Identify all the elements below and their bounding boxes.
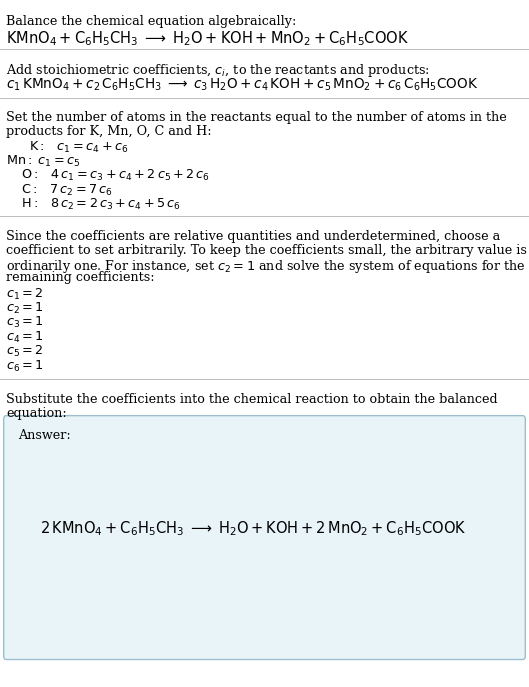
Text: $\mathrm{Mn:}\; c_1 = c_5$: $\mathrm{Mn:}\; c_1 = c_5$: [6, 154, 81, 169]
FancyBboxPatch shape: [4, 416, 525, 660]
Text: Add stoichiometric coefficients, $c_i$, to the reactants and products:: Add stoichiometric coefficients, $c_i$, …: [6, 62, 430, 79]
Text: $2\,\mathrm{KMnO_4} + \mathrm{C_6H_5CH_3} \;\longrightarrow\; \mathrm{H_2O} + \m: $2\,\mathrm{KMnO_4} + \mathrm{C_6H_5CH_3…: [40, 519, 466, 539]
Text: $c_4 = 1$: $c_4 = 1$: [6, 330, 44, 345]
Text: $\mathrm{KMnO_4 + C_6H_5CH_3 \;\longrightarrow\; H_2O + KOH + MnO_2 + C_6H_5COOK: $\mathrm{KMnO_4 + C_6H_5CH_3 \;\longrigh…: [6, 29, 409, 47]
Text: Set the number of atoms in the reactants equal to the number of atoms in the: Set the number of atoms in the reactants…: [6, 111, 507, 124]
Text: $\mathrm{O:}\;\;\; 4\,c_1 = c_3 + c_4 + 2\,c_5 + 2\,c_6$: $\mathrm{O:}\;\;\; 4\,c_1 = c_3 + c_4 + …: [21, 168, 210, 183]
Text: Balance the chemical equation algebraically:: Balance the chemical equation algebraica…: [6, 15, 297, 28]
Text: ordinarily one. For instance, set $c_2 = 1$ and solve the system of equations fo: ordinarily one. For instance, set $c_2 =…: [6, 258, 526, 275]
Text: $c_1 = 2$: $c_1 = 2$: [6, 286, 44, 302]
Text: $c_5 = 2$: $c_5 = 2$: [6, 344, 44, 359]
Text: Since the coefficients are relative quantities and underdetermined, choose a: Since the coefficients are relative quan…: [6, 230, 500, 243]
Text: $c_3 = 1$: $c_3 = 1$: [6, 315, 44, 330]
Text: $c_1\,\mathrm{KMnO_4} + c_2\,\mathrm{C_6H_5CH_3} \;\longrightarrow\; c_3\,\mathr: $c_1\,\mathrm{KMnO_4} + c_2\,\mathrm{C_6…: [6, 77, 479, 93]
Text: remaining coefficients:: remaining coefficients:: [6, 271, 155, 284]
Text: $\mathrm{C:}\;\;\; 7\,c_2 = 7\,c_6$: $\mathrm{C:}\;\;\; 7\,c_2 = 7\,c_6$: [21, 183, 113, 198]
Text: $c_2 = 1$: $c_2 = 1$: [6, 301, 44, 316]
Text: Substitute the coefficients into the chemical reaction to obtain the balanced: Substitute the coefficients into the che…: [6, 393, 498, 406]
Text: coefficient to set arbitrarily. To keep the coefficients small, the arbitrary va: coefficient to set arbitrarily. To keep …: [6, 244, 527, 257]
Text: Answer:: Answer:: [19, 429, 71, 442]
Text: equation:: equation:: [6, 407, 67, 420]
Text: $\mathrm{H:}\;\;\; 8\,c_2 = 2\,c_3 + c_4 + 5\,c_6$: $\mathrm{H:}\;\;\; 8\,c_2 = 2\,c_3 + c_4…: [21, 197, 181, 212]
Text: $\mathrm{K:}\;\;\; c_1 = c_4 + c_6$: $\mathrm{K:}\;\;\; c_1 = c_4 + c_6$: [29, 139, 129, 155]
Text: $c_6 = 1$: $c_6 = 1$: [6, 359, 44, 374]
Text: products for K, Mn, O, C and H:: products for K, Mn, O, C and H:: [6, 125, 212, 138]
